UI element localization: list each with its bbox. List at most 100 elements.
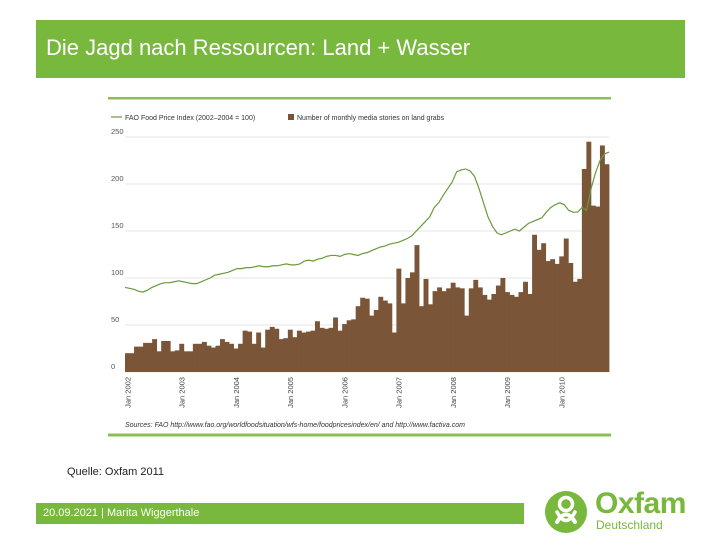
bar <box>432 291 438 372</box>
chart-svg: FAO Food Price Index (2002–2004 = 100) Nu… <box>108 97 611 437</box>
bar <box>328 327 334 372</box>
bar <box>215 345 221 372</box>
bar <box>369 315 375 372</box>
bar <box>391 332 397 372</box>
bar <box>568 262 574 372</box>
bar <box>183 351 189 372</box>
bar <box>590 205 596 372</box>
bar <box>265 329 271 372</box>
bar <box>269 326 275 372</box>
logo-text: Oxfam <box>595 487 686 520</box>
bar <box>152 339 158 372</box>
bar <box>527 293 533 372</box>
bar <box>333 317 338 372</box>
bar <box>382 300 388 372</box>
y-tick-label: 250 <box>111 127 124 136</box>
bar <box>491 293 497 372</box>
source-note: Quelle: Oxfam 2011 <box>67 466 165 478</box>
bar <box>599 145 605 372</box>
bar <box>473 279 479 372</box>
bar <box>355 306 361 372</box>
bar <box>563 238 569 372</box>
y-tick-label: 50 <box>111 315 119 324</box>
footer-text: 20.09.2021 | Marita Wiggerthale <box>43 507 200 519</box>
bar <box>400 303 406 372</box>
bar <box>219 339 225 372</box>
x-tick-label: Jan 2009 <box>503 377 512 408</box>
bar <box>604 164 610 372</box>
bar <box>536 249 542 372</box>
bar <box>545 261 551 372</box>
chart-sources: Sources: FAO http://www.fao.org/worldfoo… <box>125 422 465 429</box>
bar <box>373 309 379 372</box>
bar <box>206 345 212 372</box>
bar <box>125 353 130 372</box>
bar <box>188 351 194 372</box>
bar <box>143 342 149 372</box>
bar <box>396 268 402 372</box>
bar <box>572 281 578 372</box>
bar <box>455 287 461 372</box>
bar <box>138 346 144 372</box>
bar <box>192 343 198 372</box>
x-tick-label: Jan 2004 <box>232 377 241 408</box>
bar <box>450 282 456 372</box>
bar <box>378 296 384 372</box>
bar <box>296 330 302 372</box>
bar <box>387 303 393 372</box>
bar <box>319 327 325 372</box>
bar <box>360 297 366 372</box>
y-tick-label: 200 <box>111 174 124 183</box>
bar <box>233 348 239 372</box>
bar <box>441 291 447 372</box>
x-tick-label: Jan 2008 <box>449 377 458 408</box>
bar <box>201 341 207 372</box>
bar <box>342 324 348 372</box>
bar <box>414 245 420 372</box>
bar <box>504 292 510 372</box>
bar <box>559 256 565 372</box>
bar <box>509 294 515 372</box>
bar <box>337 330 343 372</box>
bar <box>464 315 470 372</box>
bar <box>423 278 429 372</box>
bar <box>274 328 280 372</box>
bar <box>197 343 203 372</box>
bar <box>134 346 139 372</box>
bar <box>428 304 433 372</box>
bar <box>179 343 185 372</box>
bar <box>514 296 519 372</box>
x-tick-label: Jan 2002 <box>123 377 132 408</box>
bar <box>351 319 357 372</box>
bar <box>581 168 587 372</box>
bar <box>482 294 488 372</box>
bar <box>251 343 257 372</box>
bar <box>310 330 316 372</box>
bar <box>278 339 284 372</box>
footer-bar: 20.09.2021 | Marita Wiggerthale <box>36 503 524 524</box>
y-tick-label: 150 <box>111 221 124 230</box>
bar <box>364 298 370 372</box>
bar <box>174 350 180 372</box>
bar <box>224 341 230 372</box>
bar <box>541 243 547 372</box>
bar <box>292 337 298 372</box>
bar <box>210 347 216 372</box>
bar <box>238 343 243 372</box>
bar <box>409 272 415 372</box>
bar <box>260 347 266 372</box>
bar <box>161 340 167 372</box>
bar <box>129 353 135 372</box>
bar <box>314 321 320 372</box>
x-tick-label: Jan 2007 <box>395 377 404 408</box>
bar <box>324 328 329 372</box>
bar <box>346 320 352 372</box>
x-tick-label: Jan 2006 <box>340 377 349 408</box>
oxfam-logo-icon <box>545 491 587 533</box>
bar <box>305 331 311 372</box>
bar <box>532 234 538 372</box>
bar <box>256 332 262 372</box>
bar <box>523 281 528 372</box>
legend-line-label: FAO Food Price Index (2002–2004 = 100) <box>125 115 255 122</box>
slide-title: Die Jagd nach Ressourcen: Land + Wasser <box>46 35 471 60</box>
